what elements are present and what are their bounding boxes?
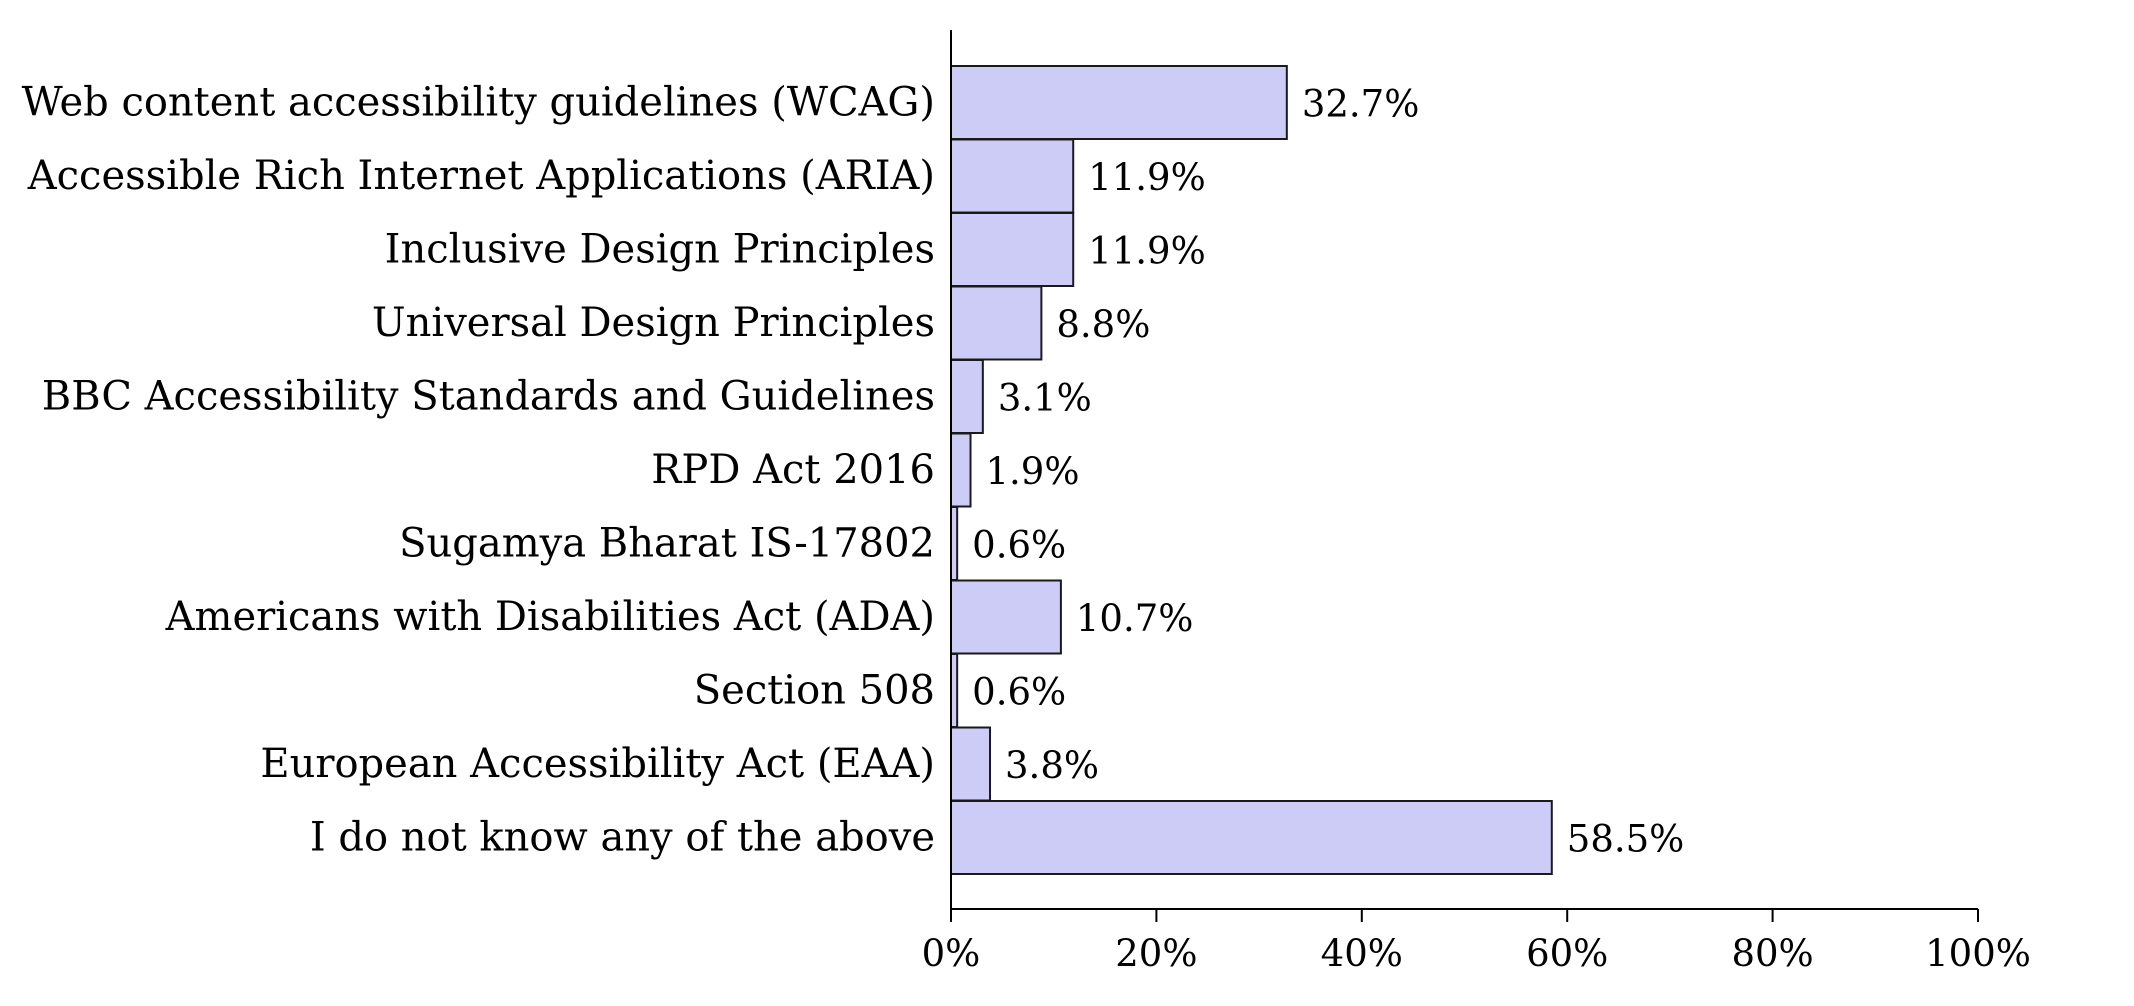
category-label: Universal Design Principles [372,300,935,346]
bars-layer [950,65,1553,875]
data-labels-layer: 32.7% 11.9% 11.9% 8.8% 3.1% 1.9% 0.6%10.7%0.6%… [972,83,1684,861]
category-label: Section 508 [694,668,935,714]
x-tick-label: 60% [1526,932,1608,975]
data-label: 8.8% [1056,303,1150,346]
data-label: 3.8% [1005,744,1099,787]
data-label: 0.6% [972,524,1066,567]
category-label: Sugamya Bharat IS-17802 [399,521,935,567]
bar [950,579,1062,655]
data-label: 0.6% [972,671,1066,714]
data-label: 58.5% [1567,818,1685,861]
axes-layer: 0% 20% 40% 60% 80% 100% [922,30,2031,975]
data-label: 1.9% [986,450,1080,493]
bar [950,359,984,434]
data-label: 11.9% [1088,230,1206,273]
category-label: RPD Act 2016 [651,447,935,493]
x-tick-label: 20% [1115,932,1197,975]
bar [950,726,992,802]
bar [950,432,972,508]
category-label: Web content accessibility guidelines (WC… [22,80,935,126]
category-label: European Accessibility Act (EAA) [260,741,935,787]
bar [950,138,1075,214]
data-label: 32.7% [1302,83,1420,126]
x-tick-label: 40% [1321,932,1403,975]
x-tick-label: 80% [1731,932,1813,975]
category-label: Inclusive Design Principles [385,227,935,273]
category-label: BBC Accessibility Standards and Guidelin… [42,374,935,420]
category-label: I do not know any of the above [310,815,935,861]
x-tick-label: 0% [922,932,981,975]
bar [950,212,1075,287]
data-label: 10.7% [1076,597,1194,640]
data-label: 3.1% [998,377,1092,420]
bar [950,800,1553,875]
x-tick-label: 100% [1925,932,2031,975]
bar [950,65,1288,140]
category-label: Accessible Rich Internet Applications (A… [27,153,935,199]
category-labels-layer: Web content accessibility guidelines (WC… [22,80,935,861]
category-label: Americans with Disabilities Act (ADA) [165,594,935,640]
bar [950,285,1043,361]
data-label: 11.9% [1088,156,1206,199]
